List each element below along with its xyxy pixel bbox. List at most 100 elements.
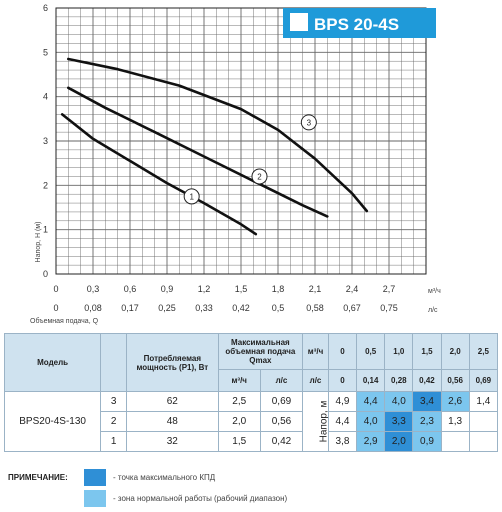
flow-ls-5: 0,69 xyxy=(468,369,499,392)
flow-m3-2: 1,0 xyxy=(384,333,414,370)
table-row: BPS20-4S-130 3 62 2,5 0,69 Напор, м 4,9 … xyxy=(3,391,499,452)
x-tick-label: 0,9 xyxy=(161,284,174,294)
head-cell: 0,9 xyxy=(412,431,442,452)
table-row: 1 32 1,5 0,42 3,8 2,9 2,0 0,9 xyxy=(5,431,499,452)
head-cell: 2,3 xyxy=(412,411,442,432)
header-unit-ls: л/с xyxy=(302,369,329,392)
y-axis-label: Напор, Н (м) xyxy=(35,222,42,263)
curve-marker-label-2: 2 xyxy=(257,172,262,181)
flow-ls-3: 0,42 xyxy=(412,369,442,392)
x-tick-label: 0 xyxy=(53,284,58,294)
speed-cell: 3 xyxy=(100,391,128,412)
head-cell: 1,4 xyxy=(468,391,499,412)
head-cell: 4,0 xyxy=(356,411,386,432)
x-tick-labels: 0 0,3 0,6 0,9 1,2 1,5 1,8 2,1 2,4 2,7 xyxy=(53,284,395,294)
flow-ls-2: 0,28 xyxy=(384,369,414,392)
x2-tick-label: 0,33 xyxy=(195,303,213,313)
head-cell: 2,6 xyxy=(440,391,470,412)
title-badge: BPS 20-4S xyxy=(283,8,436,38)
header-unit-m3: м³/ч xyxy=(302,333,329,370)
head-cell: 3,8 xyxy=(327,431,358,452)
y-tick-label: 0 xyxy=(43,269,48,279)
legend-normal-range-label: - зона нормальной работы (рабочий диапаз… xyxy=(113,494,288,503)
header-speed xyxy=(100,333,128,392)
head-cell: 2,9 xyxy=(356,431,386,452)
head-cell-max-efficiency: 3,3 xyxy=(384,411,414,432)
x-tick-label: 1,5 xyxy=(235,284,248,294)
qmax-ls-cell: 0,42 xyxy=(259,431,304,452)
x-tick-label: 0,6 xyxy=(124,284,137,294)
power-cell: 32 xyxy=(126,431,219,452)
x2-tick-label: 0,42 xyxy=(232,303,250,313)
head-cell: 4,4 xyxy=(327,411,358,432)
chart-grid-major xyxy=(55,7,427,275)
x2-axis-unit: л/с xyxy=(428,307,438,314)
qmax-m3-cell: 2,5 xyxy=(217,391,261,412)
notes-title: ПРИМЕЧАНИЕ: xyxy=(8,473,68,482)
curve-marker-2 xyxy=(251,168,268,185)
head-cell xyxy=(468,411,499,432)
power-cell: 48 xyxy=(126,411,219,432)
curve-speed-3 xyxy=(67,57,369,213)
x2-tick-labels: 0 0,08 0,17 0,25 0,33 0,42 0,5 0,58 0,67 0,75 xyxy=(53,303,397,313)
y-tick-label: 1 xyxy=(43,225,48,235)
curve-marker-1 xyxy=(183,188,200,205)
curves-layer xyxy=(60,57,369,236)
header-qmax-m3: м³/ч xyxy=(217,369,261,392)
x-tick-label: 1,8 xyxy=(272,284,285,294)
x2-tick-label: 0,67 xyxy=(343,303,361,313)
x-tick-label: 2,4 xyxy=(346,284,359,294)
y-tick-label: 3 xyxy=(43,136,48,146)
flow-ls-1: 0,14 xyxy=(356,369,386,392)
flow-m3-4: 2,0 xyxy=(440,333,470,370)
head-label-cell: Напор, м xyxy=(302,391,329,452)
x-axis-unit: м³/ч xyxy=(428,288,441,295)
y-tick-label: 2 xyxy=(43,180,48,190)
curve-speed-1 xyxy=(60,113,258,236)
specification-table: Модель Потребляемая мощность (Р1), Вт Ма… xyxy=(3,333,499,452)
x-tick-label: 1,2 xyxy=(198,284,211,294)
y-tick-labels: 0 1 2 3 4 5 6 xyxy=(43,3,48,279)
x2-tick-label: 0,5 xyxy=(272,303,285,313)
model-name: BPS20-4S-130 xyxy=(3,391,102,452)
table-row: 2 48 2,0 0,56 4,4 4,0 3,3 2,3 1,3 xyxy=(5,411,499,432)
legend-max-efficiency-label: - точка максимального КПД xyxy=(113,473,216,482)
x2-tick-label: 0 xyxy=(53,303,58,313)
head-cell-max-efficiency: 2,0 xyxy=(384,431,414,452)
y-tick-label: 4 xyxy=(43,92,48,102)
speed-cell: 2 xyxy=(100,411,128,432)
flow-ls-0: 0 xyxy=(327,369,358,392)
head-cell: 1,3 xyxy=(440,411,470,432)
x2-tick-label: 0,17 xyxy=(121,303,139,313)
curve-markers: 1 2 3 xyxy=(183,114,317,205)
curve-marker-label-1: 1 xyxy=(189,192,194,201)
legend-normal-range-swatch xyxy=(84,490,106,507)
legend-max-efficiency-swatch xyxy=(84,469,106,486)
head-cell xyxy=(468,431,499,452)
pump-performance-chart: 0 1 2 3 4 5 6 0 0,3 0,6 0,9 1,2 1,5 1,8 2,1 2,4 2,7 0 0,… xyxy=(30,3,441,325)
x2-tick-label: 0,75 xyxy=(380,303,398,313)
power-cell: 62 xyxy=(126,391,219,412)
qmax-ls-cell: 0,56 xyxy=(259,411,304,432)
title-badge-square xyxy=(290,13,308,31)
x2-tick-label: 0,58 xyxy=(306,303,324,313)
x-tick-label: 2,7 xyxy=(383,284,396,294)
head-cell-max-efficiency: 3,4 xyxy=(412,391,442,412)
head-cell xyxy=(440,431,470,452)
speed-cell: 1 xyxy=(100,431,128,452)
head-cell: 4,9 xyxy=(327,391,358,412)
header-qmax-ls: л/с xyxy=(259,369,304,392)
flow-m3-3: 1,5 xyxy=(412,333,442,370)
flow-m3-5: 2,5 xyxy=(468,333,499,370)
flow-m3-1: 0,5 xyxy=(356,333,386,370)
flow-m3-0: 0 xyxy=(327,333,358,370)
x-tick-label: 2,1 xyxy=(309,284,322,294)
y-tick-label: 5 xyxy=(43,47,48,57)
flow-ls-4: 0,56 xyxy=(440,369,470,392)
y-tick-label: 6 xyxy=(43,3,48,13)
title-badge-bg xyxy=(283,8,436,38)
curve-marker-3 xyxy=(300,114,317,131)
header-max-flow: Максимальная объемная подача Qmax xyxy=(217,333,304,370)
qmax-m3-cell: 2,0 xyxy=(217,411,261,432)
x-tick-label: 0,3 xyxy=(87,284,100,294)
